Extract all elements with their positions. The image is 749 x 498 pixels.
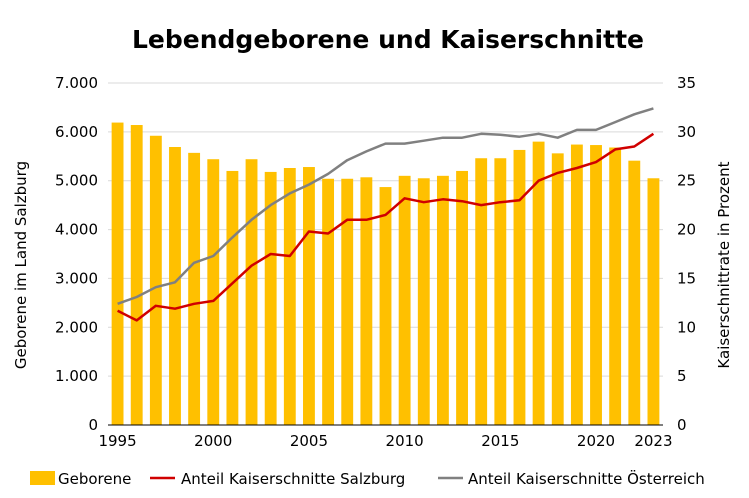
right-tick-label: 10: [677, 318, 696, 336]
right-tick-label: 15: [677, 269, 696, 287]
line-series: [117, 107, 655, 322]
right-tick-label: 30: [677, 123, 696, 141]
x-tick-label: 2015: [481, 432, 519, 450]
legend-label-geborene: Geborene: [58, 470, 131, 488]
x-tick-label: 2020: [577, 432, 615, 450]
chart-title: Lebendgeborene und Kaiserschnitte: [132, 25, 644, 54]
bar-2009: [379, 187, 392, 425]
bar-2018: [551, 153, 564, 425]
bar-2006: [322, 178, 335, 425]
line-kaiserschnitte-salzburg: [117, 132, 655, 322]
bar-2011: [417, 178, 430, 425]
bar-2022: [628, 160, 641, 425]
bar-1998: [169, 147, 181, 425]
legend-label-oesterreich: Anteil Kaiserschnitte Österreich: [468, 469, 705, 488]
bar-2002: [245, 159, 258, 425]
right-y-axis-label: Kaiserschnittrate in Prozent: [715, 161, 733, 368]
right-y-axis-ticks: 0 5 10 15 20 25 30 35: [677, 74, 696, 434]
x-tick-label: 2010: [386, 432, 424, 450]
line-kaiserschnitte-oesterreich: [117, 107, 654, 305]
bar-2020: [590, 145, 602, 425]
bar-2001: [226, 170, 239, 425]
left-tick-label: 0: [88, 416, 98, 434]
bar-2014: [475, 158, 488, 426]
bar-2023: [647, 178, 660, 425]
left-y-axis-ticks: 0 1.000 2.000 3.000 4.000 5.000 6.000 7.000: [55, 74, 98, 434]
bar-2019: [570, 144, 583, 425]
bar-2004: [283, 168, 296, 426]
bar-2010: [398, 175, 411, 425]
left-tick-label: 4.000: [55, 221, 98, 239]
bar-2005: [303, 167, 315, 425]
left-tick-label: 2.000: [55, 318, 98, 336]
bar-2012: [436, 175, 449, 425]
left-tick-label: 1.000: [55, 367, 98, 385]
right-tick-label: 5: [677, 367, 687, 385]
bar-2003: [264, 171, 277, 425]
bar-2021: [609, 147, 622, 425]
left-tick-label: 5.000: [55, 172, 98, 190]
x-tick-label: 1995: [98, 432, 136, 450]
x-tick-label: 2005: [290, 432, 328, 450]
bar-2013: [456, 170, 468, 425]
bar-1995: [111, 122, 124, 426]
x-axis-ticks: 1995 2000 2005 2010 2015 2020 2023: [98, 432, 672, 450]
right-tick-label: 25: [677, 172, 696, 190]
legend: Geborene Anteil Kaiserschnitte Salzburg …: [30, 469, 705, 488]
bar-series-geborene: [111, 122, 660, 426]
bar-2008: [360, 177, 373, 425]
bar-2000: [207, 159, 220, 425]
bar-2007: [341, 178, 354, 425]
legend-swatch-geborene: [30, 471, 55, 485]
left-tick-label: 3.000: [55, 269, 98, 287]
legend-label-salzburg: Anteil Kaiserschnitte Salzburg: [181, 470, 405, 488]
bar-1997: [149, 135, 162, 425]
bar-1996: [130, 125, 143, 425]
bar-2015: [494, 158, 507, 426]
bar-2016: [513, 149, 526, 426]
left-tick-label: 6.000: [55, 123, 98, 141]
bar-1999: [188, 152, 201, 425]
x-tick-label: 2000: [194, 432, 232, 450]
left-y-axis-label: Geborene im Land Salzburg: [12, 161, 30, 369]
right-tick-label: 0: [677, 416, 687, 434]
right-tick-label: 20: [677, 221, 696, 239]
bar-2017: [532, 141, 545, 425]
left-tick-label: 7.000: [55, 74, 98, 92]
x-tick-label: 2023: [634, 432, 672, 450]
right-tick-label: 35: [677, 74, 696, 92]
